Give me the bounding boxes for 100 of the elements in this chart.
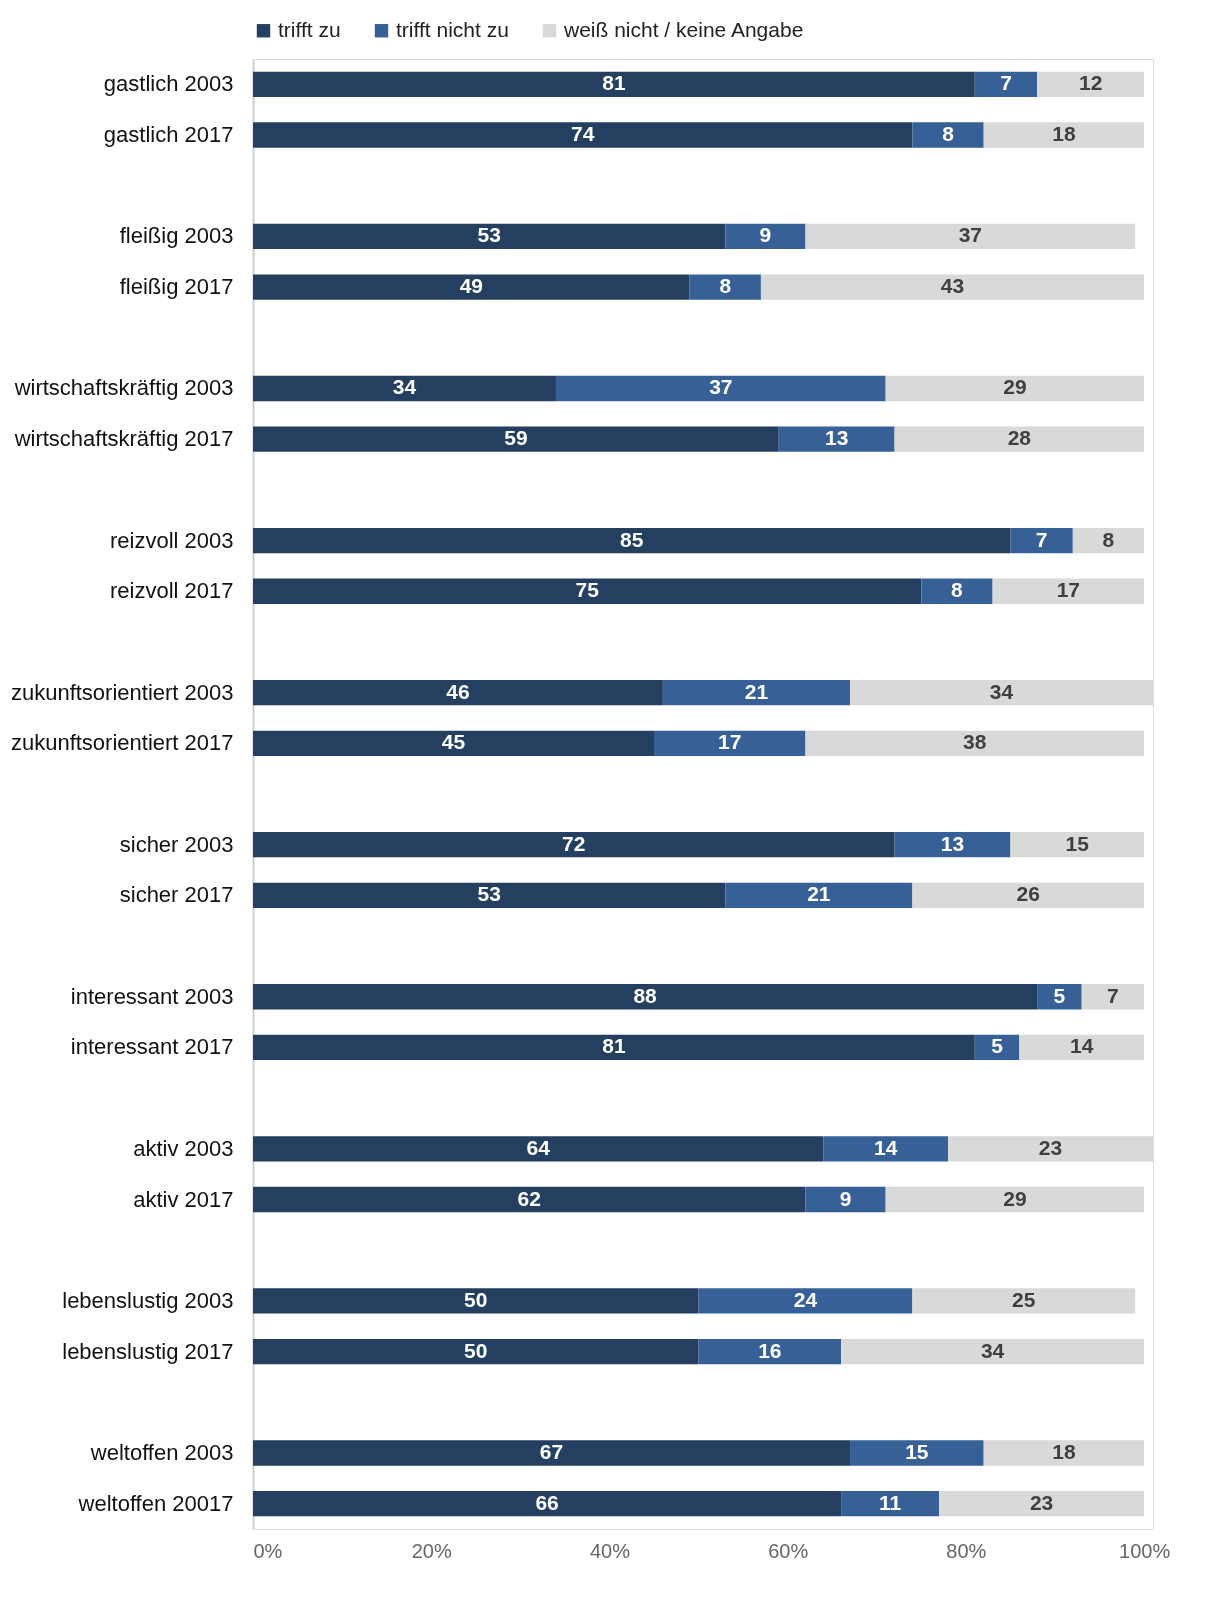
- data-label: 28: [1007, 426, 1032, 450]
- legend-label: weiß nicht / keine Angabe: [563, 17, 804, 41]
- y-tick-label: reizvoll 2003: [109, 527, 234, 553]
- y-tick-label: reizvoll 2017: [109, 578, 234, 604]
- data-label: 7: [1107, 983, 1119, 1007]
- y-tick-label: sicher 2017: [119, 882, 234, 908]
- data-label: 66: [535, 1490, 559, 1514]
- bar: [253, 832, 895, 858]
- legend-label: trifft zu: [278, 17, 341, 41]
- bar: [689, 274, 761, 300]
- data-label: 37: [709, 375, 733, 399]
- data-label: 43: [940, 274, 965, 298]
- data-label: 74: [571, 122, 595, 146]
- bar: [841, 1338, 1145, 1365]
- data-label: 21: [807, 882, 831, 906]
- data-label: 37: [958, 223, 983, 247]
- bar: [253, 1440, 851, 1466]
- data-label: 88: [633, 983, 658, 1007]
- bar: [1072, 527, 1145, 554]
- bar: [974, 71, 1038, 98]
- bar: [253, 375, 556, 402]
- x-tick-label: 20%: [411, 1539, 452, 1562]
- bar: [992, 578, 1145, 604]
- data-label: 75: [575, 578, 600, 602]
- bar: [253, 882, 726, 909]
- bar: [725, 882, 913, 909]
- bar: [253, 1288, 699, 1314]
- data-label: 38: [963, 730, 987, 754]
- data-label: 13: [940, 831, 965, 855]
- bar: [698, 1288, 913, 1314]
- data-label: 49: [459, 274, 483, 298]
- data-label: 85: [620, 527, 644, 551]
- bar: [760, 274, 1145, 300]
- bar: [894, 426, 1145, 452]
- data-label: 23: [1029, 1490, 1054, 1514]
- bar: [1037, 984, 1082, 1010]
- data-label: 14: [1070, 1034, 1094, 1058]
- data-label: 16: [758, 1338, 782, 1362]
- bar: [983, 122, 1145, 148]
- y-tick-label: zukunftsorientiert 2003: [10, 679, 234, 705]
- bar: [253, 984, 1038, 1010]
- bar: [253, 122, 913, 148]
- data-label: 50: [464, 1287, 488, 1311]
- y-tick-label: gastlich 2003: [103, 71, 234, 97]
- data-label: 34: [989, 679, 1014, 703]
- bar: [725, 223, 806, 250]
- bar: [253, 426, 779, 452]
- bar: [653, 730, 806, 756]
- data-label: 17: [1056, 578, 1081, 602]
- bar: [885, 1186, 1145, 1213]
- data-label: 29: [1003, 375, 1027, 399]
- y-tick-label: sicher 2003: [119, 831, 234, 857]
- bar: [253, 1136, 824, 1162]
- data-label: 8: [719, 274, 732, 298]
- data-label: 14: [873, 1135, 898, 1159]
- bar: [253, 71, 975, 98]
- bar: [1081, 984, 1145, 1010]
- bar: [939, 1490, 1145, 1517]
- bar: [983, 1440, 1145, 1466]
- data-label: 25: [1012, 1287, 1036, 1311]
- data-label: 9: [839, 1186, 852, 1210]
- bar: [555, 375, 886, 402]
- data-label: 34: [980, 1338, 1005, 1362]
- data-label: 81: [602, 71, 626, 95]
- bar: [912, 1288, 1136, 1314]
- bar: [805, 223, 1136, 250]
- bar: [1010, 527, 1073, 554]
- data-label: 24: [793, 1287, 818, 1311]
- data-label: 53: [477, 882, 501, 906]
- data-label: 11: [879, 1490, 902, 1514]
- y-tick-label: zukunftsorientiert 2017: [10, 730, 234, 756]
- bar: [894, 832, 1011, 858]
- y-tick-label: interessant 2003: [70, 983, 234, 1009]
- bar: [1010, 832, 1145, 858]
- x-tick-label: 80%: [946, 1539, 987, 1562]
- y-tick-label: weltoffen 20017: [77, 1490, 234, 1516]
- bar: [1019, 1034, 1145, 1061]
- bar: [253, 527, 1011, 554]
- data-label: 53: [477, 223, 501, 247]
- bar: [253, 730, 654, 756]
- y-tick-label: interessant 2017: [70, 1034, 234, 1060]
- y-tick-label: fleißig 2003: [119, 223, 234, 249]
- y-tick-label: wirtschaftskräftig 2003: [13, 375, 234, 401]
- data-label: 18: [1052, 122, 1076, 146]
- data-label: 64: [526, 1135, 551, 1159]
- data-label: 15: [1065, 831, 1090, 855]
- y-tick-label: lebenslustig 2003: [62, 1287, 234, 1313]
- bar: [253, 1338, 699, 1365]
- data-label: 7: [1000, 71, 1012, 95]
- data-label: 34: [392, 375, 417, 399]
- bar: [698, 1338, 842, 1365]
- data-label: 5: [1053, 983, 1066, 1007]
- bar: [805, 1186, 886, 1213]
- data-label: 15: [905, 1439, 929, 1463]
- data-label: 13: [824, 426, 849, 450]
- data-label: 62: [517, 1186, 541, 1210]
- bar: [841, 1490, 940, 1517]
- bar: [253, 1034, 975, 1061]
- y-tick-label: gastlich 2017: [103, 122, 234, 148]
- bar: [823, 1136, 949, 1162]
